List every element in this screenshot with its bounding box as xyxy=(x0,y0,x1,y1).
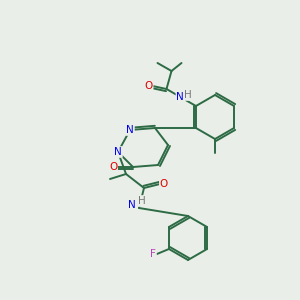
Text: O: O xyxy=(109,162,117,172)
Text: N: N xyxy=(176,92,184,102)
Text: N: N xyxy=(126,125,134,135)
Text: O: O xyxy=(144,81,153,91)
Text: N: N xyxy=(114,147,122,157)
Text: H: H xyxy=(184,90,192,100)
Text: H: H xyxy=(138,196,146,206)
Text: N: N xyxy=(128,200,136,210)
Text: F: F xyxy=(150,249,156,259)
Text: O: O xyxy=(160,179,168,189)
